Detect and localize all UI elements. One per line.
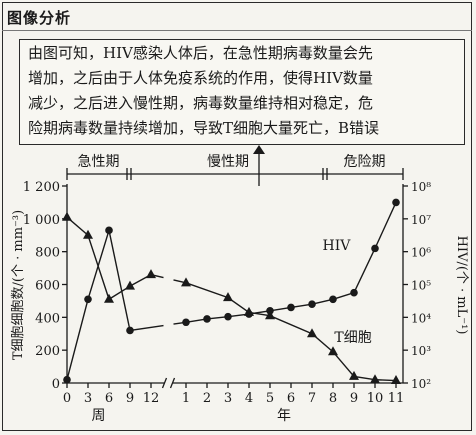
y-right-tick-label: 10³: [411, 344, 431, 358]
x-tick-label: 12: [143, 391, 160, 406]
y-right-tick-label: 10⁴: [411, 311, 431, 325]
hiv-point: [266, 306, 274, 315]
explanation-line: 减少，之后进入慢性期，病毒数量维持相对稳定，危: [28, 94, 374, 112]
t-cell-point: [104, 293, 114, 303]
x-unit-years: 年: [277, 408, 291, 424]
y-left-tick-label: 0: [52, 377, 60, 392]
x-tick-label: 4: [245, 391, 253, 406]
pointer-arrow-head: [253, 145, 265, 154]
t-cell-point: [181, 277, 191, 287]
t-cell-point: [125, 280, 135, 290]
hiv-line: [66, 230, 164, 380]
t-cell-point: [83, 229, 93, 239]
x-axis-break-gap: [164, 379, 173, 387]
y-left-tick-label: 400: [35, 311, 60, 326]
x-tick-label: 5: [266, 391, 274, 406]
y-right-tick-label: 10⁸: [411, 180, 431, 194]
hiv-point: [308, 300, 316, 309]
hiv-point: [224, 312, 232, 321]
x-tick-label: 0: [63, 391, 71, 406]
hiv-point: [84, 295, 92, 304]
hiv-point: [105, 226, 113, 235]
hiv-point: [392, 198, 400, 207]
x-unit-weeks: 周: [92, 408, 106, 424]
y-right-axis-title: HIV/(个 · mL⁻¹): [454, 236, 469, 335]
t-cell-point: [223, 292, 233, 302]
x-tick-label: 3: [224, 391, 232, 406]
t-cell-point: [328, 346, 338, 356]
hiv-point: [287, 303, 295, 312]
x-tick-label: 9: [350, 391, 358, 406]
y-left-tick-label: 200: [35, 344, 60, 359]
hiv-line: [173, 202, 397, 325]
explanation-line: 由图可知，HIV感染人体后，在急性期病毒数量会先: [28, 44, 373, 62]
hiv-point: [245, 310, 253, 318]
x-tick-label: 3: [84, 391, 92, 406]
x-tick-label: 6: [287, 391, 295, 406]
x-tick-label: 8: [329, 391, 337, 406]
y-left-tick-label: 600: [35, 279, 60, 294]
x-tick-label: 6: [105, 391, 113, 406]
x-axis-break-mark: [161, 377, 168, 389]
hiv-point: [203, 315, 211, 323]
x-axis-break-mark: [169, 377, 176, 389]
y-left-tick-label: 1 000: [23, 213, 60, 228]
hiv-point: [126, 326, 134, 335]
y-right-tick-label: 10⁷: [411, 213, 431, 227]
t-cell-series-label: T细胞: [334, 330, 371, 346]
heading-divider: [2, 30, 472, 31]
x-tick-label: 9: [126, 391, 134, 406]
phase-label: 慢性期: [207, 153, 249, 170]
phase-label: 急性期: [78, 154, 120, 170]
t-cell-point: [146, 269, 156, 279]
hiv-series-label: HIV: [323, 238, 352, 254]
t-cell-point: [307, 328, 317, 338]
x-tick-label: 7: [308, 391, 316, 406]
x-tick-label: 11: [388, 391, 405, 406]
t-cell-point: [349, 370, 359, 380]
y-right-tick-label: 10²: [411, 377, 431, 391]
y-left-tick-label: 1 200: [23, 180, 60, 195]
hiv-point: [63, 375, 71, 384]
y-right-tick-label: 10⁶: [411, 246, 431, 260]
explanation-box: 由图可知，HIV感染人体后，在急性期病毒数量会先 增加，之后由于人体免疫系统的作…: [19, 39, 465, 145]
x-tick-label: 2: [203, 391, 211, 406]
y-left-axis-title: T细胞细胞数/(个 · mm⁻³): [11, 210, 26, 360]
t-cell-line: [173, 279, 397, 382]
t-cell-point: [265, 310, 275, 320]
t-cell-point: [391, 375, 401, 385]
hiv-point: [182, 318, 190, 327]
hiv-point: [371, 244, 379, 253]
t-cell-point: [370, 374, 380, 384]
y-right-tick-label: 10⁵: [411, 279, 431, 293]
x-tick-label: 10: [367, 391, 384, 406]
section-heading: 图像分析: [7, 9, 72, 27]
phase-label: 危险期: [344, 154, 386, 170]
x-tick-label: 1: [182, 391, 190, 406]
y-left-tick-label: 800: [35, 246, 60, 261]
analysis-panel: [2, 2, 472, 431]
t-cell-point: [62, 211, 72, 221]
hiv-point: [350, 288, 358, 297]
explanation-line: 增加，之后由于人体免疫系统的作用，使得HIV数量: [28, 69, 373, 87]
explanation-line: 险期病毒数量持续增加，导致T细胞大量死亡，B错误: [28, 119, 380, 137]
hiv-point: [329, 295, 337, 304]
